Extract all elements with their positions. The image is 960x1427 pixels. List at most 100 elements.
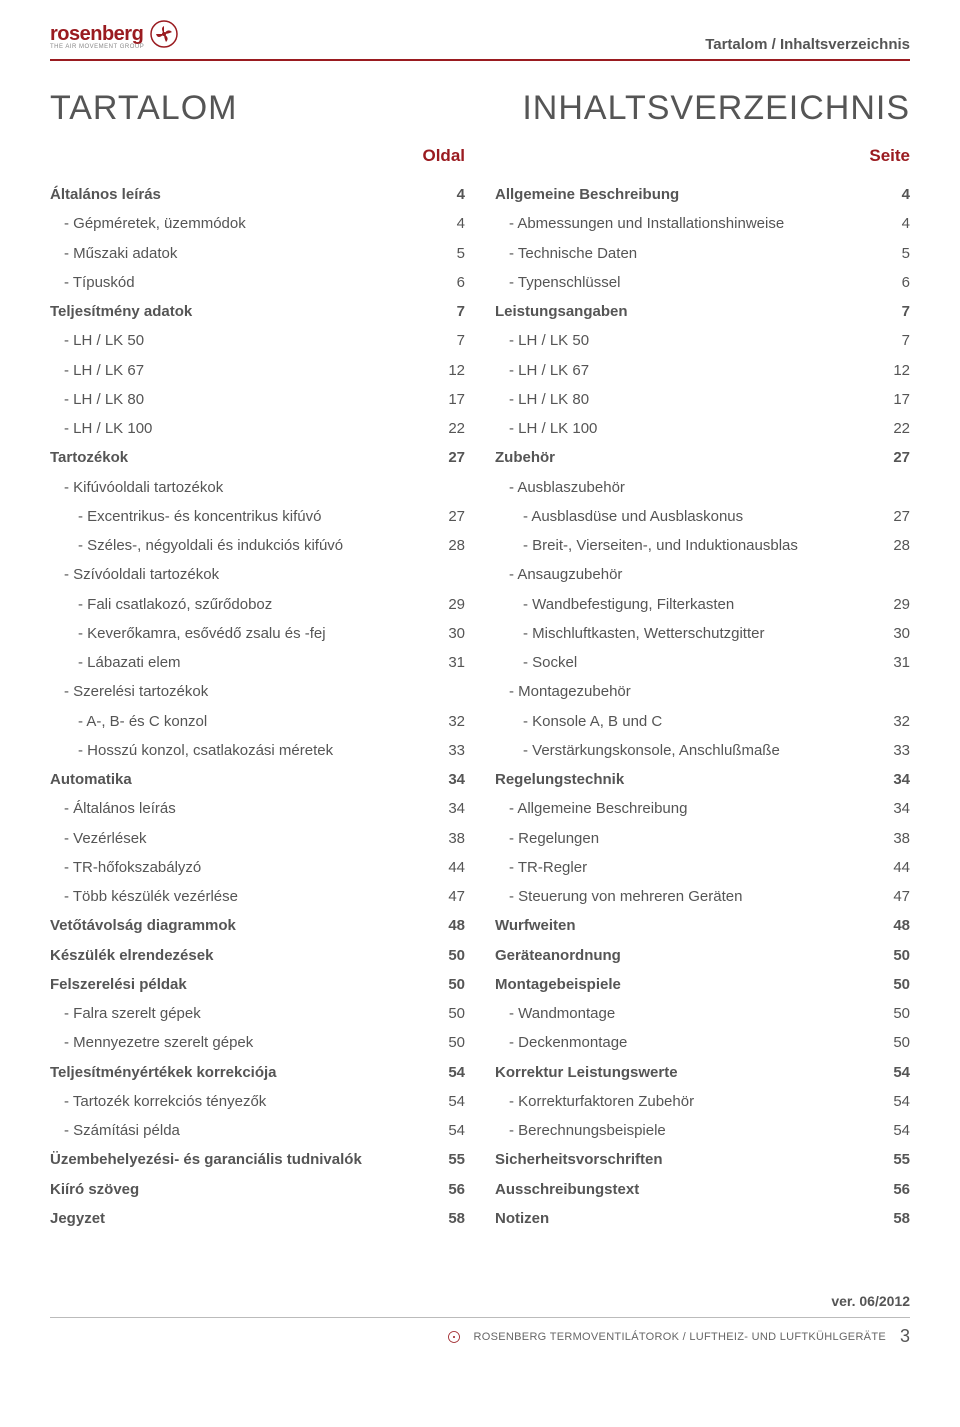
- toc-page: 28: [878, 531, 910, 560]
- toc-page: 5: [433, 239, 465, 268]
- toc-page: 33: [433, 736, 465, 765]
- toc-row: - Általános leírás34: [50, 794, 465, 823]
- toc-row: - Wandmontage50: [495, 999, 910, 1028]
- toc-row: - Korrekturfaktoren Zubehör54: [495, 1087, 910, 1116]
- toc-page: 50: [878, 999, 910, 1028]
- toc-row: Sicherheitsvorschriften55: [495, 1145, 910, 1174]
- toc-label: Teljesítményértékek korrekciója: [50, 1058, 433, 1087]
- toc-row: - LH / LK 507: [50, 326, 465, 355]
- toc-row: Készülék elrendezések50: [50, 941, 465, 970]
- toc-label: Sicherheitsvorschriften: [495, 1145, 878, 1174]
- toc-page: 44: [878, 853, 910, 882]
- toc-label: - Számítási példa: [50, 1116, 433, 1145]
- toc-page: 55: [433, 1145, 465, 1174]
- toc-row: - Abmessungen und Installationshinweise4: [495, 209, 910, 238]
- toc-label: - Korrekturfaktoren Zubehör: [495, 1087, 878, 1116]
- toc-label: - Keverőkamra, esővédő zsalu és -fej: [50, 619, 433, 648]
- toc-page: 50: [878, 1028, 910, 1057]
- footer-bar: ROSENBERG TERMOVENTILÁTOROK / LUFTHEIZ- …: [50, 1317, 910, 1347]
- toc-row: Jegyzet58: [50, 1204, 465, 1233]
- toc-label: - Típuskód: [50, 268, 433, 297]
- toc-label: - Allgemeine Beschreibung: [495, 794, 878, 823]
- toc-label: - Fali csatlakozó, szűrődoboz: [50, 590, 433, 619]
- toc-page: 5: [878, 239, 910, 268]
- toc-page: 50: [878, 941, 910, 970]
- toc-label: - Regelungen: [495, 824, 878, 853]
- fan-icon: [448, 1331, 460, 1343]
- toc-label: - Abmessungen und Installationshinweise: [495, 209, 878, 238]
- toc-label: - Mischluftkasten, Wetterschutzgitter: [495, 619, 878, 648]
- toc-row: - LH / LK 8017: [50, 385, 465, 414]
- toc-label: Jegyzet: [50, 1204, 433, 1233]
- toc-label: Korrektur Leistungswerte: [495, 1058, 878, 1087]
- toc-page: 54: [878, 1087, 910, 1116]
- toc-page: 7: [878, 326, 910, 355]
- toc-page: 6: [433, 268, 465, 297]
- toc-label: Regelungstechnik: [495, 765, 878, 794]
- toc-label: - LH / LK 67: [495, 356, 878, 385]
- toc-row: - Típuskód6: [50, 268, 465, 297]
- toc-page: 17: [433, 385, 465, 414]
- toc-row: - Berechnungsbeispiele54: [495, 1116, 910, 1145]
- toc-row: - Konsole A, B und C32: [495, 707, 910, 736]
- toc-row: - Ansaugzubehör: [495, 560, 910, 589]
- toc-row: Kiíró szöveg56: [50, 1175, 465, 1204]
- toc-row: - Excentrikus- és koncentrikus kifúvó27: [50, 502, 465, 531]
- toc-page: 50: [433, 970, 465, 999]
- toc-page: 50: [433, 1028, 465, 1057]
- toc-page: 31: [433, 648, 465, 677]
- toc-row: - Szerelési tartozékok: [50, 677, 465, 706]
- toc-row: Teljesítményértékek korrekciója54: [50, 1058, 465, 1087]
- toc-row: - Gépméretek, üzemmódok4: [50, 209, 465, 238]
- toc-page: 33: [878, 736, 910, 765]
- toc-row: - LH / LK 10022: [495, 414, 910, 443]
- toc-page: 34: [433, 794, 465, 823]
- toc-page: 34: [878, 794, 910, 823]
- toc-page: 7: [433, 297, 465, 326]
- toc-label: - Szívóoldali tartozékok: [50, 560, 433, 589]
- toc-label: - Steuerung von mehreren Geräten: [495, 882, 878, 911]
- toc-label: - A-, B- és C konzol: [50, 707, 433, 736]
- toc-row: Üzembehelyezési- és garanciális tudnival…: [50, 1145, 465, 1174]
- toc-label: Allgemeine Beschreibung: [495, 180, 878, 209]
- toc-row: Leistungsangaben7: [495, 297, 910, 326]
- toc-label: - Breit-, Vierseiten-, und Induktionausb…: [495, 531, 878, 560]
- toc-label: Vetőtávolság diagrammok: [50, 911, 433, 940]
- toc-label: - Wandmontage: [495, 999, 878, 1028]
- toc-page: 50: [433, 941, 465, 970]
- toc-page: 4: [878, 180, 910, 209]
- toc-label: - TR-hőfokszabályzó: [50, 853, 433, 882]
- toc-label: - LH / LK 67: [50, 356, 433, 385]
- toc-row: - Széles-, négyoldali és indukciós kifúv…: [50, 531, 465, 560]
- toc-row: - Sockel31: [495, 648, 910, 677]
- toc-label: Wurfweiten: [495, 911, 878, 940]
- toc-columns: Oldal Általános leírás4- Gépméretek, üze…: [50, 146, 910, 1233]
- toc-row: - Mischluftkasten, Wetterschutzgitter30: [495, 619, 910, 648]
- toc-column-right: Seite Allgemeine Beschreibung4- Abmessun…: [495, 146, 910, 1233]
- toc-row: - Fali csatlakozó, szűrődoboz29: [50, 590, 465, 619]
- toc-label: - Typenschlüssel: [495, 268, 878, 297]
- toc-page: 54: [878, 1116, 910, 1145]
- toc-page: 27: [433, 502, 465, 531]
- toc-page: 38: [878, 824, 910, 853]
- toc-row: - LH / LK 10022: [50, 414, 465, 443]
- toc-page: 50: [433, 999, 465, 1028]
- title-right: INHALTSVERZEICHNIS: [522, 89, 910, 128]
- toc-row: - Szívóoldali tartozékok: [50, 560, 465, 589]
- toc-page: 38: [433, 824, 465, 853]
- toc-page: 54: [433, 1116, 465, 1145]
- toc-page: 48: [878, 911, 910, 940]
- toc-label: Automatika: [50, 765, 433, 794]
- toc-row: Általános leírás4: [50, 180, 465, 209]
- toc-row: Notizen58: [495, 1204, 910, 1233]
- toc-page: 47: [878, 882, 910, 911]
- toc-label: - Deckenmontage: [495, 1028, 878, 1057]
- toc-label: - Vezérlések: [50, 824, 433, 853]
- toc-row: - Műszaki adatok5: [50, 239, 465, 268]
- toc-row: - Typenschlüssel6: [495, 268, 910, 297]
- toc-page: 55: [878, 1145, 910, 1174]
- toc-row: Wurfweiten48: [495, 911, 910, 940]
- toc-page: 30: [433, 619, 465, 648]
- toc-label: - LH / LK 100: [495, 414, 878, 443]
- toc-row: - A-, B- és C konzol32: [50, 707, 465, 736]
